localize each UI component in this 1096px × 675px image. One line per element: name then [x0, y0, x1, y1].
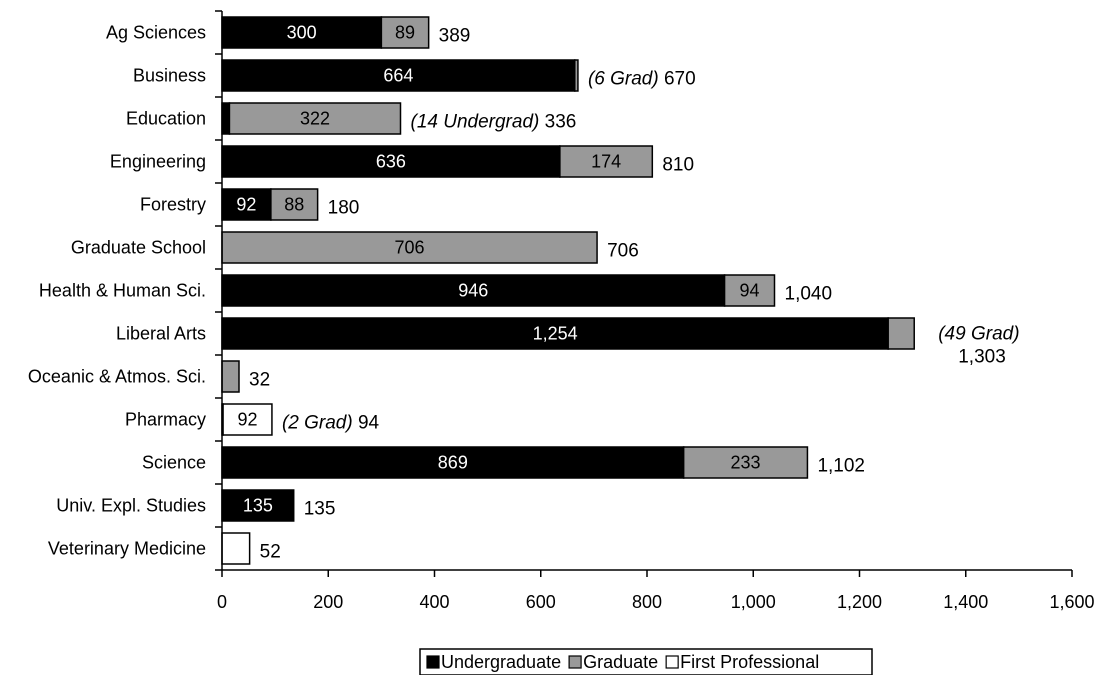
total-label: 135: [304, 499, 336, 520]
total-label: 706: [607, 241, 639, 262]
data-label: 135: [243, 496, 273, 516]
category-label: Science: [142, 453, 206, 473]
total-value: 1,102: [817, 456, 865, 477]
category-label: Engineering: [110, 152, 206, 172]
bar-segment: [221, 489, 295, 522]
total-value: 180: [328, 198, 360, 219]
total-label: 52: [260, 542, 281, 563]
bar-segment: [723, 274, 776, 307]
legend-label: First Professional: [680, 652, 819, 672]
total-label: (2 Grad) 94: [282, 413, 380, 434]
data-label: 174: [591, 152, 621, 172]
total-note: (6 Grad): [588, 69, 664, 90]
bar-segment: [380, 16, 430, 49]
bar-segment: [221, 102, 231, 135]
total-value: 810: [662, 155, 694, 176]
bar-segment: [221, 188, 272, 221]
x-tick-label: 1,200: [837, 592, 882, 612]
category-label: Ag Sciences: [106, 23, 206, 43]
x-tick-label: 800: [632, 592, 662, 612]
total-note: (49 Grad): [938, 324, 1019, 345]
data-label: 869: [438, 453, 468, 473]
category-label: Veterinary Medicine: [48, 539, 206, 559]
category-label: Univ. Expl. Studies: [56, 496, 206, 516]
total-value: 32: [249, 370, 270, 391]
x-tick-label: 600: [526, 592, 556, 612]
bar-segment: [222, 403, 273, 436]
data-label: 946: [458, 281, 488, 301]
total-label: (6 Grad) 670: [588, 69, 696, 90]
total-value: 336: [545, 112, 577, 133]
category-label: Liberal Arts: [116, 324, 206, 344]
total-note: (2 Grad): [282, 413, 358, 434]
total-value: 135: [304, 499, 336, 520]
data-label: 94: [740, 281, 760, 301]
total-label: 180: [328, 198, 360, 219]
data-label: 233: [731, 453, 761, 473]
category-label: Health & Human Sci.: [39, 281, 206, 301]
x-tick-label: 1,400: [943, 592, 988, 612]
bar-segment: [559, 145, 654, 178]
category-label: Oceanic & Atmos. Sci.: [28, 367, 206, 387]
x-tick-label: 200: [313, 592, 343, 612]
data-label: 300: [287, 23, 317, 43]
axes-layer: Ag Sciences Business Education Engineering F…: [28, 10, 1095, 612]
category-label: Pharmacy: [125, 410, 206, 430]
data-label: 636: [376, 152, 406, 172]
bar-segment: [221, 446, 685, 479]
total-label: 32: [249, 370, 270, 391]
total-value: 389: [439, 26, 471, 47]
legend: Undergraduate Graduate First Professional: [419, 648, 873, 675]
bars-layer: 300 89 389 664 (6 Grad) 670 322 (14 Undergrad)…: [221, 16, 1020, 565]
legend-label: Undergraduate: [441, 652, 561, 672]
data-label: 322: [300, 109, 330, 129]
total-label: 810: [662, 155, 694, 176]
category-label: Graduate School: [71, 238, 206, 258]
data-label: 92: [236, 195, 256, 215]
x-tick-label: 400: [419, 592, 449, 612]
x-tick-label: 0: [217, 592, 227, 612]
bar-segment: [228, 102, 402, 135]
total-value: 706: [607, 241, 639, 262]
bar-segment: [574, 59, 579, 92]
total-value: 1,040: [785, 284, 833, 305]
bar-segment: [221, 532, 251, 565]
category-label: Business: [133, 66, 206, 86]
x-tick-label: 1,000: [731, 592, 776, 612]
bar-segment: [270, 188, 319, 221]
data-label: 1,254: [533, 324, 578, 344]
bar-segment: [221, 274, 726, 307]
category-label: Forestry: [140, 195, 206, 215]
bar-segment: [887, 317, 915, 350]
data-label: 706: [395, 238, 425, 258]
x-tick-label: 1,600: [1049, 592, 1094, 612]
legend-box: [419, 648, 873, 675]
bar-segment: [221, 59, 576, 92]
bar-segment: [682, 446, 809, 479]
total-note: (14 Undergrad): [411, 112, 545, 133]
legend-label: Graduate: [583, 652, 658, 672]
data-label: 89: [395, 23, 415, 43]
category-label: Education: [126, 109, 206, 129]
bar-segment: [221, 360, 240, 393]
total-label: 1,040: [785, 284, 833, 305]
data-label: 92: [237, 410, 257, 430]
legend-swatch: [568, 655, 582, 669]
data-label: 88: [284, 195, 304, 215]
total-label: (14 Undergrad) 336: [411, 112, 577, 133]
total-value: 52: [260, 542, 281, 563]
total-value: 670: [664, 69, 696, 90]
total-value: 94: [358, 413, 380, 434]
bar-segment: [221, 317, 889, 350]
total-label: 389: [439, 26, 471, 47]
legend-swatch: [426, 655, 440, 669]
total-label: 1,303: [958, 347, 1006, 368]
total-label: 1,102: [817, 456, 865, 477]
legend-swatch: [665, 655, 679, 669]
data-label: 664: [383, 66, 413, 86]
bar-segment: [221, 145, 561, 178]
